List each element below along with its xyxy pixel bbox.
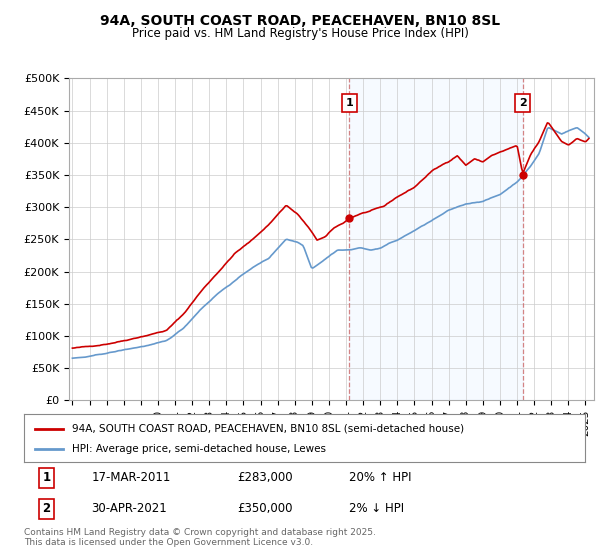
Text: 2% ↓ HPI: 2% ↓ HPI bbox=[349, 502, 404, 515]
Text: £283,000: £283,000 bbox=[237, 471, 293, 484]
Text: 20% ↑ HPI: 20% ↑ HPI bbox=[349, 471, 412, 484]
Text: Contains HM Land Registry data © Crown copyright and database right 2025.
This d: Contains HM Land Registry data © Crown c… bbox=[24, 528, 376, 547]
Text: 94A, SOUTH COAST ROAD, PEACEHAVEN, BN10 8SL (semi-detached house): 94A, SOUTH COAST ROAD, PEACEHAVEN, BN10 … bbox=[71, 424, 464, 433]
Text: 17-MAR-2011: 17-MAR-2011 bbox=[91, 471, 170, 484]
Text: 30-APR-2021: 30-APR-2021 bbox=[91, 502, 167, 515]
Text: 94A, SOUTH COAST ROAD, PEACEHAVEN, BN10 8SL: 94A, SOUTH COAST ROAD, PEACEHAVEN, BN10 … bbox=[100, 14, 500, 28]
Text: £350,000: £350,000 bbox=[237, 502, 293, 515]
Text: 1: 1 bbox=[346, 98, 353, 108]
Text: 2: 2 bbox=[43, 502, 50, 515]
Text: 2: 2 bbox=[519, 98, 527, 108]
Text: HPI: Average price, semi-detached house, Lewes: HPI: Average price, semi-detached house,… bbox=[71, 444, 326, 454]
Text: 1: 1 bbox=[43, 471, 50, 484]
Text: Price paid vs. HM Land Registry's House Price Index (HPI): Price paid vs. HM Land Registry's House … bbox=[131, 27, 469, 40]
Bar bbox=[349, 78, 523, 400]
